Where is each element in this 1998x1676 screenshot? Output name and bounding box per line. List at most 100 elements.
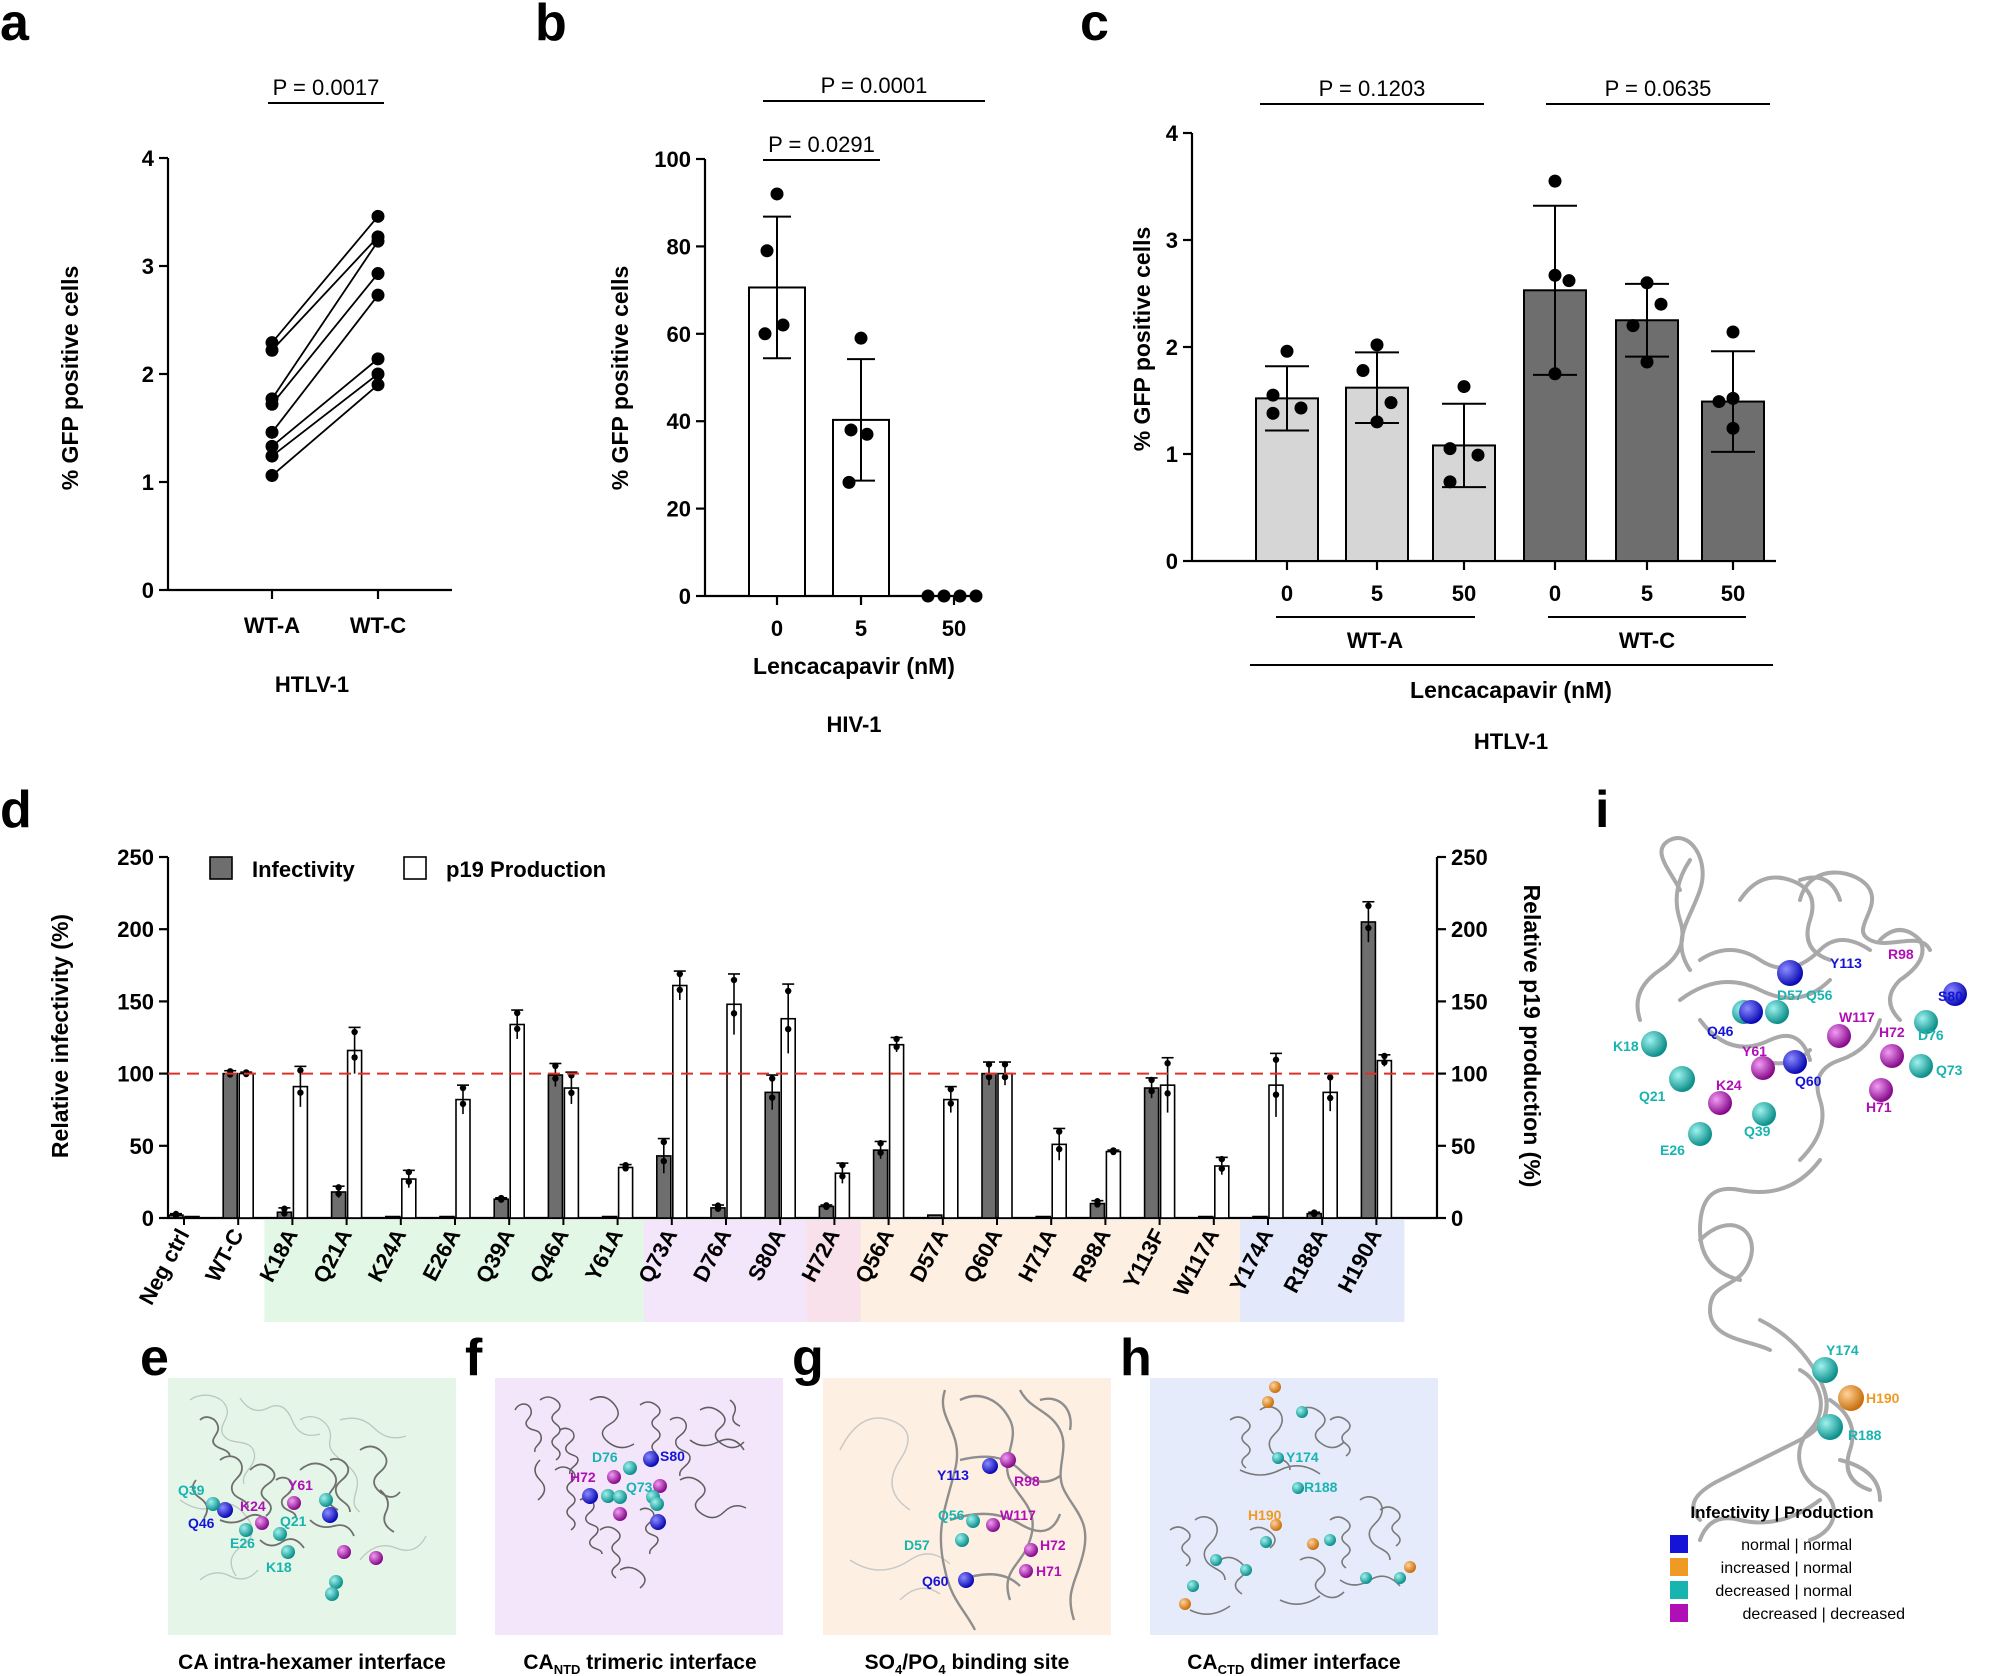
label-i-q21: Q21 [1639,1088,1666,1104]
d-bar-p19 [346,1049,363,1219]
d-point [281,1210,288,1217]
label-i-k24: K24 [1716,1077,1742,1093]
sphere-f-7 [653,1479,667,1493]
a-pair-line [271,236,379,351]
label-e-y61: Y61 [288,1477,313,1493]
legend-item-normal: normal | normal [1741,1537,1852,1554]
d-bar-infectivity [384,1215,401,1219]
b-xlabel: Lencacapavir (nM) [753,653,955,679]
d-point [1272,1056,1280,1063]
sphere-q73 [601,1489,615,1503]
d-bar-p19 [184,1215,200,1219]
a-point-wt-a [265,343,279,357]
c-yaxis-tick-label: 1 [1166,442,1178,467]
label-g-q60: Q60 [922,1573,949,1589]
label-i-k18: K18 [1613,1038,1639,1054]
c-xtick-label: 5 [1371,581,1383,606]
d-ylabel: Relative infectivity (%) [47,914,73,1158]
sphere-e-8 [337,1545,351,1559]
b-xtick-label: 0 [771,616,783,641]
sphere-e-9 [369,1551,383,1565]
d-point [730,1010,738,1017]
spheres-f [582,1451,667,1530]
a-pair-line [271,215,379,344]
panel-label-i: i [1595,781,1609,839]
panel-label-d: d [0,781,32,839]
sphere-f-9 [650,1497,664,1511]
c-point [1654,297,1668,311]
d-point [714,1205,722,1212]
sphere-q39 [206,1497,220,1511]
c-point [1548,367,1562,381]
label-e-k18: K18 [266,1559,292,1575]
d-bar-infectivity [601,1215,618,1219]
d-yaxis-left-tick-label: 100 [117,1062,154,1087]
c-point [1384,396,1398,410]
legend-item-decreased-both: decreased | decreased [1743,1606,1905,1623]
b-point [921,589,935,603]
c-point [1640,355,1654,369]
sphere-f-6 [613,1490,627,1504]
d-point [351,1054,358,1061]
d-bar-p19 [509,1023,526,1219]
panel-label-g: g [792,1329,824,1387]
d-bar-infectivity [981,1072,997,1219]
c-pvalue-1-text: P = 0.1203 [1319,76,1426,101]
structure-g: Y113 R98 Q56 W117 D57 H72 Q60 H71 SO4/PO… [823,1378,1111,1676]
label-f-q73: Q73 [626,1479,653,1495]
b-point [842,475,856,489]
a-yaxis-tick-label: 4 [142,146,155,171]
label-e-q39: Q39 [178,1482,205,1498]
a-yaxis-tick-label: 3 [142,254,154,279]
spheres-i [1641,960,1967,1440]
label-i-h71: H71 [1866,1099,1892,1115]
panel-label-e: e [140,1329,169,1387]
sphere-e26 [1688,1122,1712,1146]
d-yaxis-right-tick-label: 250 [1451,845,1488,870]
d-bar-p19 [563,1087,580,1219]
d-yaxis-right-tick-label: 50 [1451,1134,1475,1159]
d-yaxis-right-tick-label: 100 [1451,1062,1488,1087]
d-point [839,1161,846,1169]
c-xtick-label: 0 [1281,581,1293,606]
c-point [1548,268,1562,282]
sphere-q21 [1669,1066,1695,1092]
c-point [1548,174,1562,188]
sphere-h-11 [1240,1564,1252,1576]
label-i-q46: Q46 [1707,1023,1734,1039]
d-bar-infectivity [764,1091,781,1219]
label-i-q56: Q56 [1806,987,1833,1003]
d-point [514,1009,521,1017]
b-yaxis-tick-label: 80 [667,234,691,259]
d-point [335,1190,342,1197]
d-point [823,1203,830,1211]
sphere-h-16 [1404,1561,1416,1573]
panel-label-a: a [0,0,30,52]
b-point [776,318,790,332]
d-point [660,1138,667,1146]
structure-legend: Infectivity | Production normal | normal… [1670,1503,1905,1623]
sphere-h-3 [1296,1406,1308,1418]
d-yaxis-left-tick-label: 150 [117,989,154,1014]
c-yaxis-tick-label: 3 [1166,228,1178,253]
c-pvalue-2-text: P = 0.0635 [1605,76,1712,101]
sphere-e-6 [319,1493,333,1507]
sphere-q56 [966,1514,980,1528]
a-point-wt-c [371,378,385,392]
a-point-wt-a [265,469,279,483]
a-point-wt-a [265,449,279,463]
d-point [405,1178,412,1185]
sphere-h72 [607,1470,621,1484]
sphere-f-10 [613,1507,627,1521]
sphere-f-4 [582,1488,598,1504]
d-bar-p19 [1376,1059,1393,1219]
legend-swatch-normal [1670,1535,1688,1553]
a-point-wt-a [265,439,279,453]
sphere-h72 [1024,1543,1038,1557]
label-i-d57: D57 [1777,987,1803,1003]
legend-swatch-increased [1670,1558,1688,1576]
sphere-d76 [1914,1010,1938,1034]
a-xlabel: HTLV-1 [275,672,349,697]
d-point [985,1073,993,1081]
